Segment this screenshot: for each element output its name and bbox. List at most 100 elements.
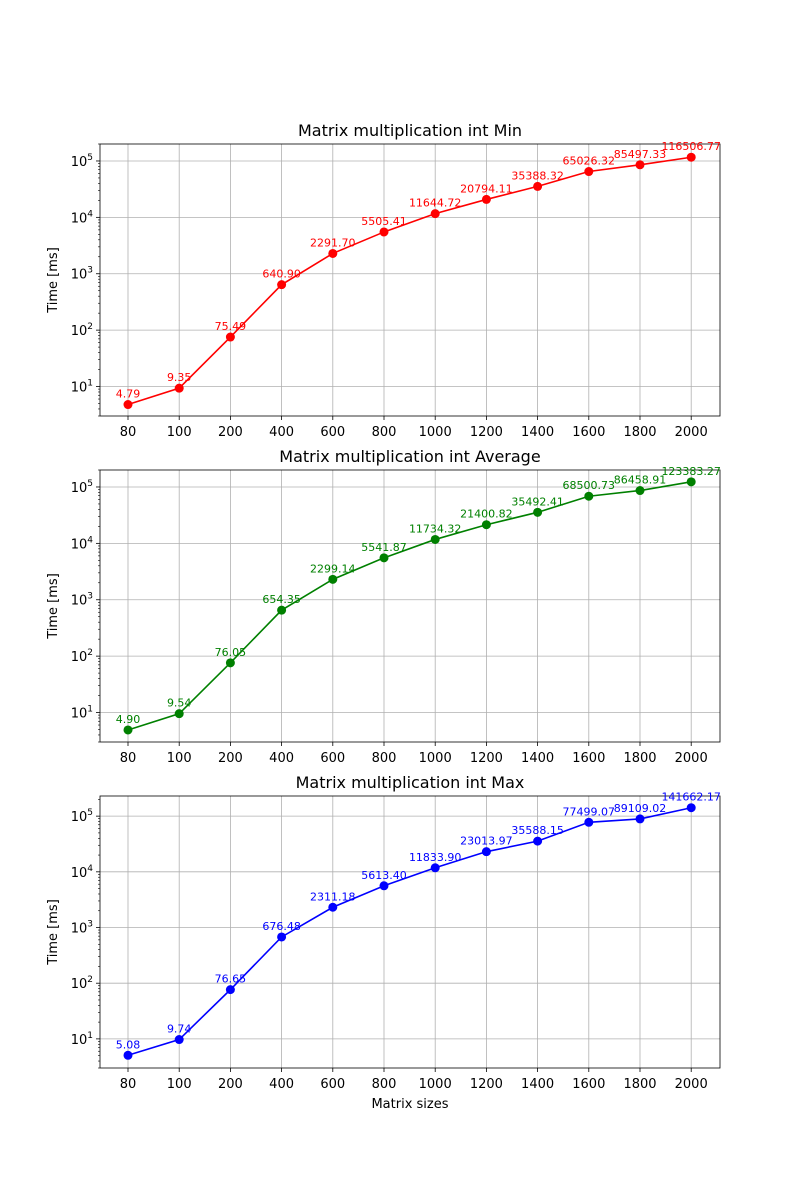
x-tick-label: 600	[320, 425, 345, 440]
x-tick-label: 2000	[675, 1077, 708, 1092]
x-tick-label: 1400	[521, 425, 554, 440]
data-point	[225, 985, 235, 995]
x-tick-label: 400	[269, 751, 294, 766]
data-label: 11833.90	[409, 851, 462, 864]
x-tick-label: 100	[167, 1077, 192, 1092]
x-tick-label: 100	[167, 425, 192, 440]
data-point	[430, 863, 440, 873]
data-label: 20794.11	[460, 182, 513, 195]
x-tick-label: 100	[167, 751, 192, 766]
chart-title: Matrix multiplication int Average	[279, 447, 540, 466]
y-tick-label: 103	[71, 592, 93, 609]
x-tick-label: 1400	[521, 1077, 554, 1092]
data-label: 4.90	[116, 713, 141, 726]
data-label: 89109.02	[614, 802, 667, 815]
x-axis-label: Matrix sizes	[371, 1097, 448, 1112]
x-tick-label: 600	[320, 751, 345, 766]
x-tick-label: 1800	[623, 425, 656, 440]
data-point	[584, 491, 594, 501]
data-label: 35388.32	[511, 169, 564, 182]
data-label: 123383.27	[661, 465, 721, 478]
x-tick-label: 80	[120, 1077, 137, 1092]
x-tick-label: 200	[218, 1077, 243, 1092]
chart-title: Matrix multiplication int Max	[296, 773, 525, 792]
y-tick-label: 105	[71, 479, 93, 496]
x-tick-label: 600	[320, 1077, 345, 1092]
x-tick-label: 1200	[470, 425, 503, 440]
data-label: 2299.14	[310, 562, 356, 575]
x-tick-label: 200	[218, 425, 243, 440]
data-label: 35492.41	[511, 495, 564, 508]
x-tick-label: 1400	[521, 751, 554, 766]
series-line	[127, 481, 692, 731]
data-point	[174, 383, 184, 393]
chart-panel-1: Matrix multiplication int Min 101 102 103 10…	[46, 121, 721, 440]
x-tick-label: 400	[269, 1077, 294, 1092]
y-tick-label: 101	[71, 379, 93, 396]
data-point	[379, 881, 389, 891]
data-label: 2311.18	[310, 890, 356, 903]
data-point	[174, 1035, 184, 1045]
x-tick-label: 80	[120, 751, 137, 766]
y-axis-label: Time [ms]	[46, 573, 61, 640]
y-tick-label: 101	[71, 1031, 93, 1048]
data-label: 141662.17	[661, 791, 721, 804]
y-tick-label: 104	[71, 535, 94, 552]
data-label: 77499.07	[563, 805, 616, 818]
data-point	[328, 574, 338, 584]
data-label: 65026.32	[563, 155, 616, 168]
x-tick-label: 800	[372, 425, 397, 440]
data-point	[635, 814, 645, 824]
x-tick-label: 1000	[419, 425, 452, 440]
chart-panel-3: Matrix multiplication int Max 101 102 103 10…	[46, 773, 721, 1112]
data-label: 75.49	[215, 320, 247, 333]
data-point	[123, 400, 133, 410]
data-point	[686, 803, 696, 813]
x-tick-label: 1800	[623, 1077, 656, 1092]
data-label: 76.65	[215, 973, 247, 986]
data-point	[277, 605, 287, 615]
data-point	[123, 1050, 133, 1060]
data-label: 35588.15	[511, 824, 564, 837]
y-tick-label: 102	[71, 648, 93, 665]
data-label: 86458.91	[614, 474, 667, 487]
data-point	[533, 181, 543, 191]
y-tick-label: 102	[71, 975, 93, 992]
data-label: 68500.73	[563, 479, 616, 492]
data-label: 2291.70	[310, 236, 356, 249]
data-point	[481, 847, 491, 857]
data-point	[584, 817, 594, 827]
y-axis-label: Time [ms]	[46, 247, 61, 314]
data-point	[328, 248, 338, 258]
x-tick-label: 1600	[572, 425, 605, 440]
y-tick-label: 101	[71, 705, 93, 722]
y-tick-label: 104	[71, 864, 94, 881]
x-tick-label: 800	[372, 751, 397, 766]
data-label: 654.35	[262, 593, 301, 606]
plot-frame	[99, 469, 721, 743]
x-tick-label: 800	[372, 1077, 397, 1092]
data-label: 11734.32	[409, 522, 462, 535]
data-point	[328, 902, 338, 912]
data-point	[123, 725, 133, 735]
x-tick-label: 400	[269, 425, 294, 440]
y-tick-label: 104	[71, 209, 94, 226]
data-point	[635, 486, 645, 496]
data-label: 21400.82	[460, 508, 513, 521]
x-tick-label: 1000	[419, 1077, 452, 1092]
x-tick-label: 80	[120, 425, 137, 440]
plot-frame	[99, 143, 721, 417]
y-tick-label: 103	[71, 920, 93, 937]
data-label: 676.48	[262, 920, 301, 933]
x-tick-label: 1600	[572, 751, 605, 766]
y-tick-label: 105	[71, 808, 93, 825]
data-label: 85497.33	[614, 148, 667, 161]
data-label: 11644.72	[409, 197, 462, 210]
data-label: 116506.77	[661, 140, 721, 153]
data-label: 5.08	[116, 1038, 141, 1051]
x-tick-label: 1200	[470, 751, 503, 766]
y-tick-label: 105	[71, 153, 93, 170]
series-line	[127, 156, 692, 406]
data-point	[481, 520, 491, 530]
